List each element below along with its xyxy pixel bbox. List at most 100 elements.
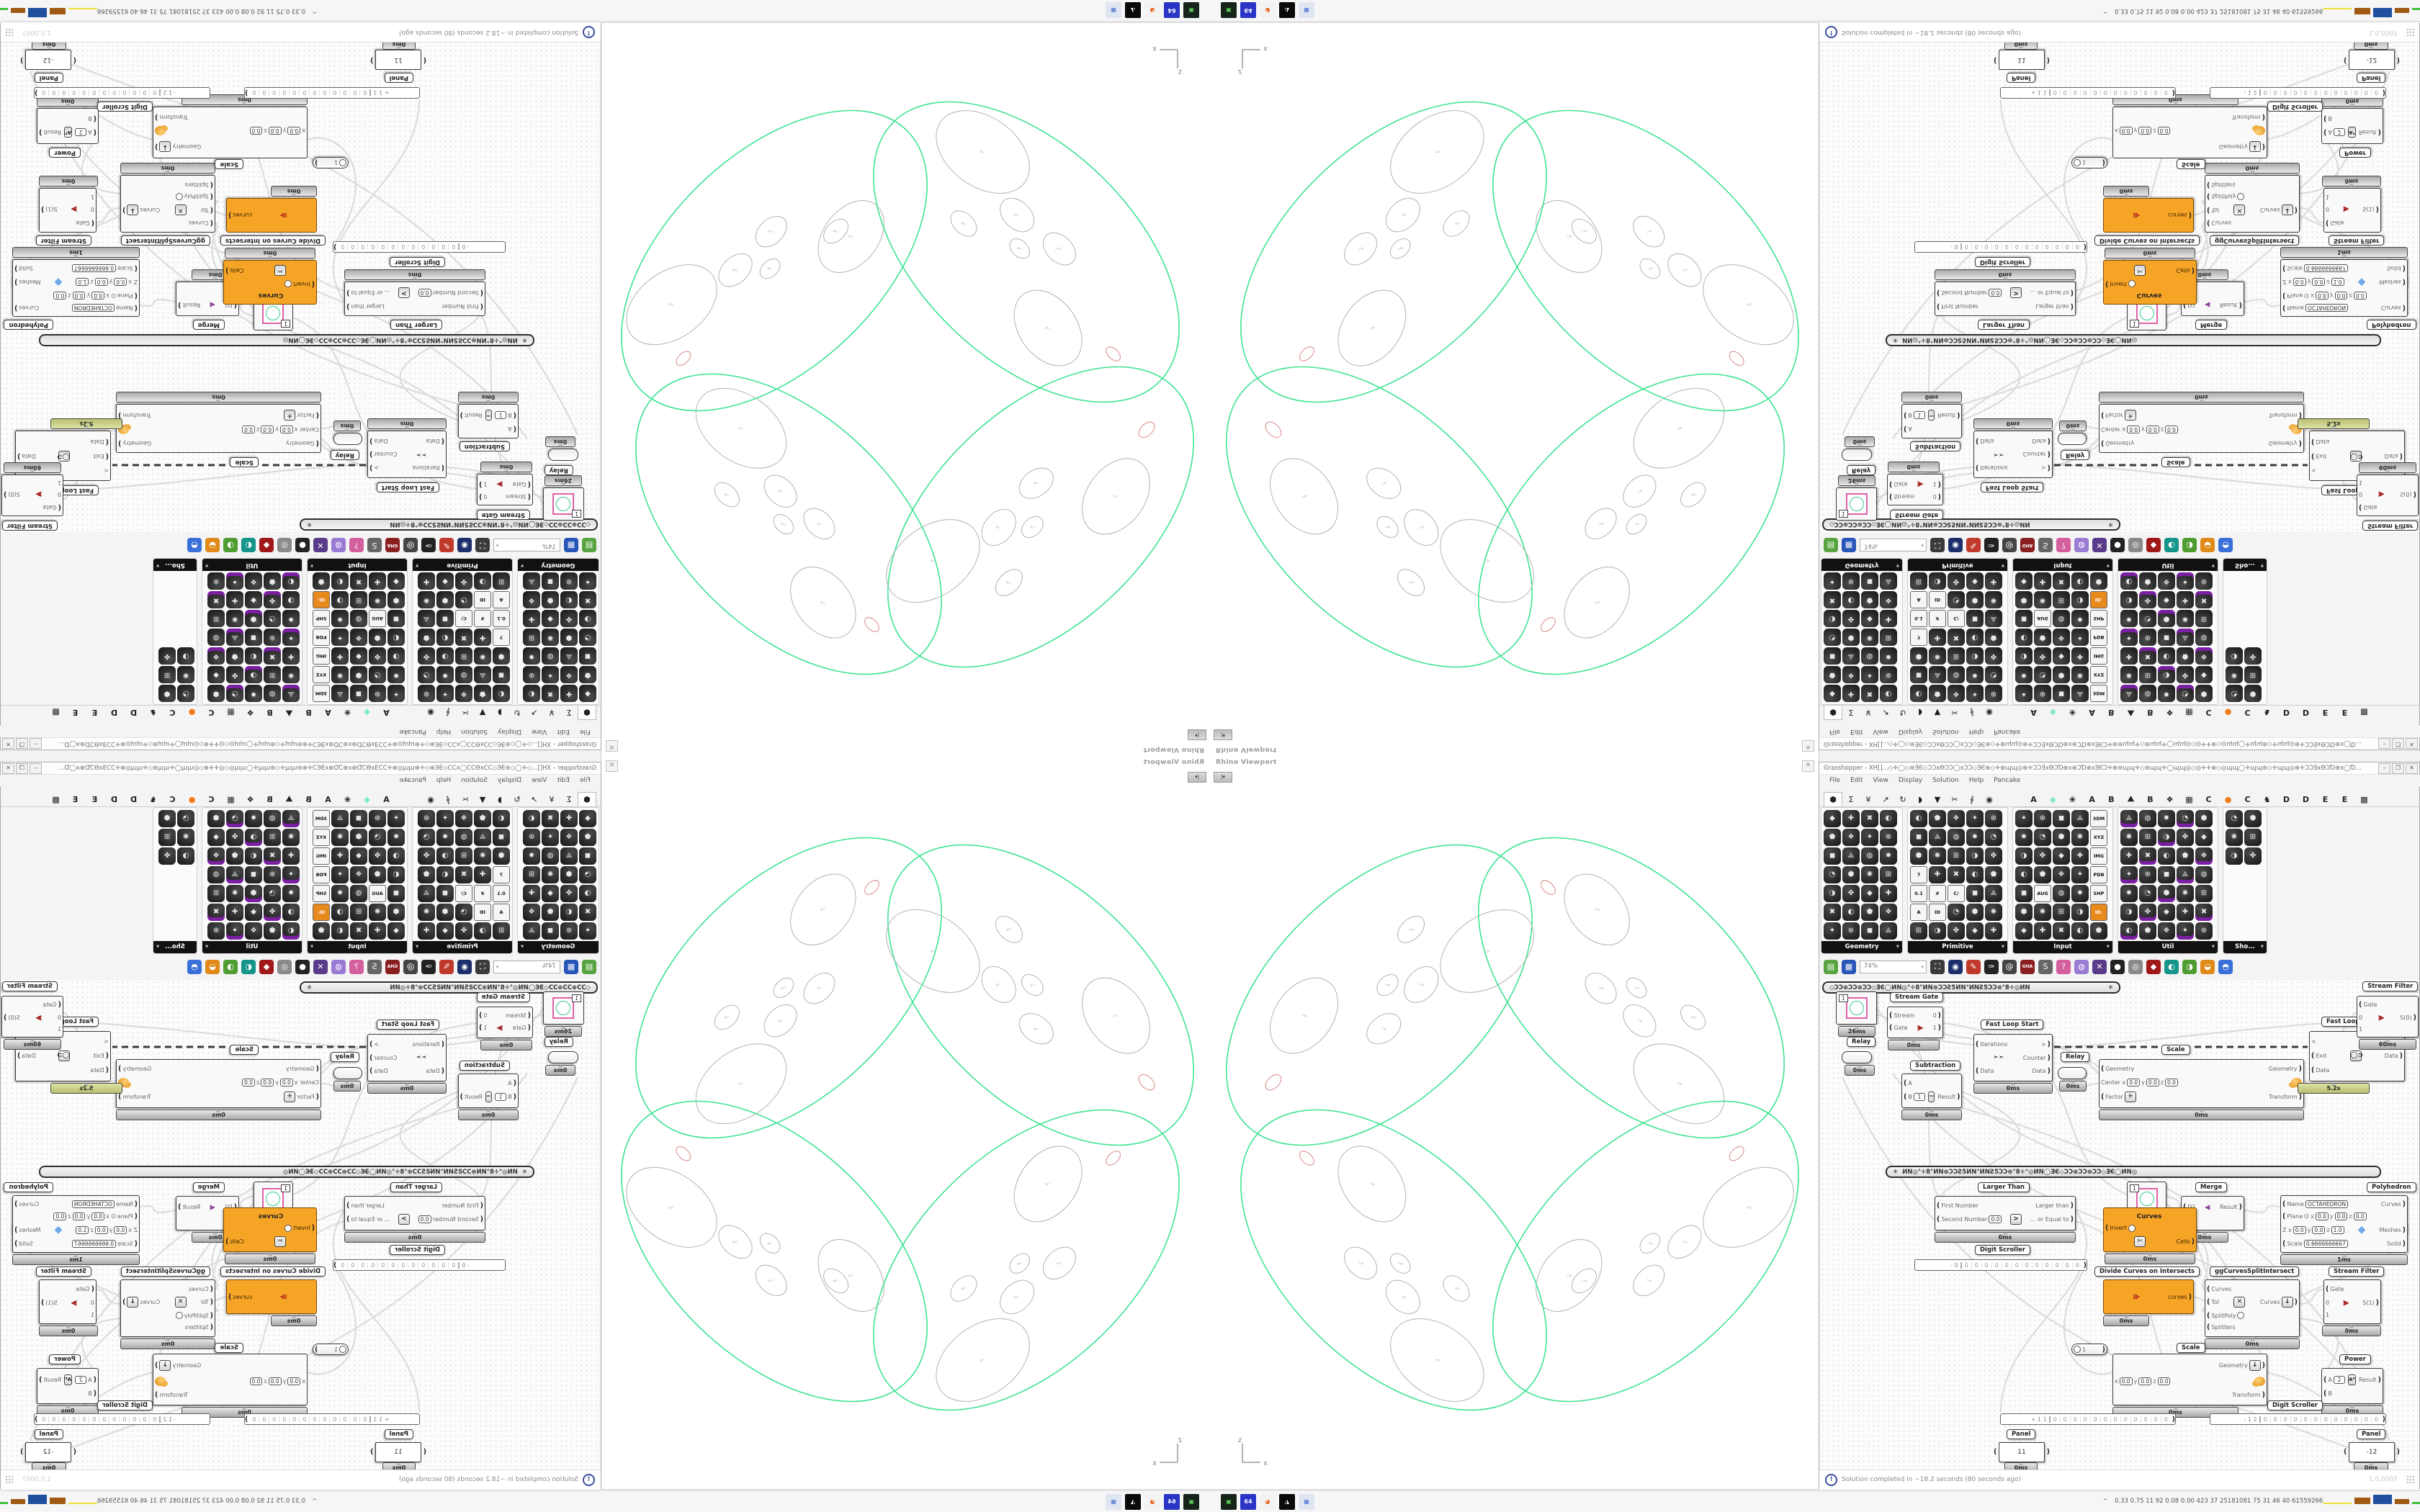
tab-category[interactable]: Σ bbox=[566, 708, 572, 717]
component-icon[interactable]: ◼ bbox=[493, 666, 510, 683]
component-icon[interactable]: 7 bbox=[1910, 629, 1927, 646]
new-document-icon[interactable]: ▤ bbox=[582, 960, 596, 974]
tab-plugin[interactable]: C bbox=[2244, 795, 2251, 804]
tab-category[interactable]: ✂ bbox=[462, 708, 469, 717]
component-icon[interactable]: ◐ bbox=[523, 685, 540, 702]
component-icon[interactable]: ✤ bbox=[226, 666, 243, 683]
component-icon[interactable]: ✦ bbox=[1861, 666, 1878, 683]
tab-plugin[interactable]: E bbox=[72, 708, 79, 717]
tab-plugin[interactable]: ❖ bbox=[246, 708, 254, 717]
tray-expand-icon[interactable]: ^ bbox=[2103, 1498, 2108, 1504]
component-icon[interactable]: ⬟ bbox=[369, 866, 386, 883]
component-icon[interactable]: ❖ bbox=[2195, 847, 2213, 865]
component-icon[interactable]: ◼ bbox=[2015, 610, 2033, 627]
component-icon[interactable]: ◆ bbox=[1861, 610, 1878, 627]
gha-icon[interactable]: GHA bbox=[2020, 538, 2035, 552]
component-icon[interactable]: ✺ bbox=[418, 591, 435, 608]
component-icon[interactable]: ◑ bbox=[2120, 904, 2138, 921]
component-icon[interactable]: ID. bbox=[313, 904, 330, 921]
component-icon[interactable]: ✺ bbox=[2034, 904, 2051, 921]
component-icon[interactable]: ⊞ bbox=[1880, 866, 1897, 883]
component-icon[interactable]: ✦ bbox=[2120, 629, 2138, 646]
tray-expand-icon[interactable]: ^ bbox=[2103, 8, 2108, 14]
menu-item-edit[interactable]: Edit bbox=[1850, 777, 1863, 784]
component-icon[interactable]: ✺ bbox=[177, 666, 194, 683]
component-icon[interactable]: ⊞ bbox=[1948, 647, 1965, 665]
component-icon[interactable]: ID bbox=[474, 904, 491, 921]
component-icon[interactable]: ✚ bbox=[1929, 629, 1946, 646]
component-icon[interactable]: ⬢ bbox=[158, 810, 176, 827]
component-icon[interactable]: ⬟ bbox=[369, 629, 386, 646]
component-icon[interactable]: ✸ bbox=[436, 666, 454, 683]
component-icon[interactable]: A bbox=[1910, 591, 1927, 608]
component-icon[interactable]: ⊕ bbox=[2034, 685, 2051, 702]
tab-plugin[interactable]: E bbox=[2341, 708, 2348, 717]
tab-plugin[interactable]: C bbox=[2205, 795, 2212, 804]
component-icon[interactable]: ✺ bbox=[1985, 904, 2002, 921]
component-icon[interactable]: ◑ bbox=[387, 847, 405, 865]
ball-green-icon[interactable]: ◑ bbox=[223, 538, 238, 552]
component-icon[interactable]: ❖ bbox=[455, 685, 472, 702]
component-icon[interactable]: # bbox=[474, 885, 491, 902]
panel-node[interactable]: -12() bbox=[20, 50, 76, 70]
component-icon[interactable]: ⬟ bbox=[226, 647, 243, 665]
maximize-button[interactable]: ❐ bbox=[2392, 738, 2404, 749]
gimp-icon[interactable]: ◮ bbox=[1125, 1494, 1141, 1510]
component-icon[interactable]: SHP bbox=[313, 610, 330, 627]
component-icon[interactable]: AUG 20 bbox=[2034, 885, 2051, 912]
component-icon[interactable]: ◑ bbox=[387, 647, 405, 665]
tab-category[interactable]: ↻ bbox=[1899, 795, 1906, 804]
component-icon[interactable]: IMG bbox=[313, 647, 330, 665]
tab-category[interactable]: ◗ bbox=[498, 795, 502, 804]
gem-icon[interactable]: ◆ bbox=[2146, 960, 2161, 974]
component-icon[interactable]: ⬟ bbox=[1929, 685, 1946, 702]
node-polyhedron[interactable]: (Name OCTAHEDRON Curves)(Plane O x 0.0 y 0.0 z 0… bbox=[12, 259, 140, 317]
component-icon[interactable]: ✺ bbox=[1929, 847, 1946, 865]
tab-category[interactable]: ∮ bbox=[446, 708, 450, 717]
node-scale[interactable]: Geometry ↓) x 0.0 y 0.0 z 0.0 Transform) bbox=[2112, 107, 2267, 158]
component-icon[interactable]: ◐ bbox=[2158, 847, 2175, 865]
component-icon[interactable]: ✚ bbox=[2120, 847, 2138, 865]
wireframe-icon[interactable]: ◎ bbox=[2128, 960, 2143, 974]
ball-green-icon[interactable]: ◑ bbox=[2182, 960, 2197, 974]
new-document-icon[interactable]: ▤ bbox=[582, 538, 596, 552]
panel-header-2[interactable]: Input ▾ bbox=[2013, 941, 2112, 953]
maximize-button[interactable]: ❐ bbox=[16, 763, 28, 774]
component-icon[interactable]: ⬟ bbox=[1824, 829, 1841, 846]
component-icon[interactable]: ⬢ bbox=[2053, 829, 2070, 846]
component-icon[interactable]: ⊕ bbox=[207, 572, 225, 590]
node-polyhedron[interactable]: (Name OCTAHEDRON Curves)(Plane O x 0.0 y 0.0 z 0… bbox=[12, 1195, 140, 1253]
component-icon[interactable]: ✦ bbox=[226, 922, 243, 940]
component-icon[interactable]: ◼ bbox=[579, 847, 596, 865]
component-icon[interactable]: ◆ bbox=[2053, 847, 2070, 865]
rhino-viewport-pane[interactable]: Rhino Viewport |▾ ✕ ·¹×· ·¹×· ·¹×· ·¹×· ·¹×·… bbox=[601, 756, 1210, 1490]
component-icon[interactable]: ◔ bbox=[2139, 885, 2156, 902]
component-icon[interactable]: ✚ bbox=[523, 610, 540, 627]
node-power[interactable]: (A 2 Aᴮ Result)(B bbox=[2321, 108, 2383, 144]
component-icon[interactable]: ◑ bbox=[177, 847, 194, 865]
node-nickname-tag[interactable]: Scale bbox=[230, 1045, 259, 1055]
component-icon[interactable]: ✤ bbox=[418, 847, 435, 865]
component-icon[interactable]: 0.1 bbox=[493, 885, 510, 902]
menu-item-help[interactable]: Help bbox=[436, 728, 452, 735]
tab-plugin[interactable]: D bbox=[110, 708, 118, 717]
node-fast-loop-start[interactable]: (Iterations >) ➣➣ Counter)(Data Data) bbox=[1973, 431, 2053, 478]
component-icon[interactable]: ✺ bbox=[2120, 829, 2138, 846]
sketch-icon[interactable]: ✑ bbox=[421, 538, 436, 552]
component-icon[interactable]: ✸ bbox=[2120, 885, 2138, 902]
component-icon[interactable]: ◐ bbox=[387, 629, 405, 646]
component-icon[interactable]: ◆ bbox=[436, 922, 454, 940]
zoom-level-select[interactable]: 74% bbox=[493, 960, 560, 973]
menu-item-pancake[interactable]: Pancake bbox=[399, 728, 426, 735]
tab-plugin[interactable]: D bbox=[130, 795, 138, 804]
panel-header-3[interactable]: Util ▾ bbox=[202, 941, 302, 953]
tray-expand-icon[interactable]: ^ bbox=[312, 8, 317, 14]
component-icon[interactable]: ◑ bbox=[579, 885, 596, 902]
node-nickname-tag[interactable]: Panel bbox=[34, 73, 63, 83]
node-nickname-tag[interactable]: Scale bbox=[215, 1343, 243, 1353]
component-icon[interactable]: 7 bbox=[493, 866, 510, 883]
component-icon[interactable]: ✤ bbox=[560, 610, 578, 627]
component-icon[interactable]: ◼ bbox=[350, 685, 367, 702]
component-icon[interactable]: ✤ bbox=[2139, 904, 2156, 921]
definition-canvas[interactable]: ◇ƆƆ⊕ƆƆ⊕ƆƆ◇ƎЄ◯ИN◎°✛8°ИN⊛ƆƆƧ5ИN°ИNƧ5ƆƆ⊛°8✛… bbox=[1, 42, 599, 532]
